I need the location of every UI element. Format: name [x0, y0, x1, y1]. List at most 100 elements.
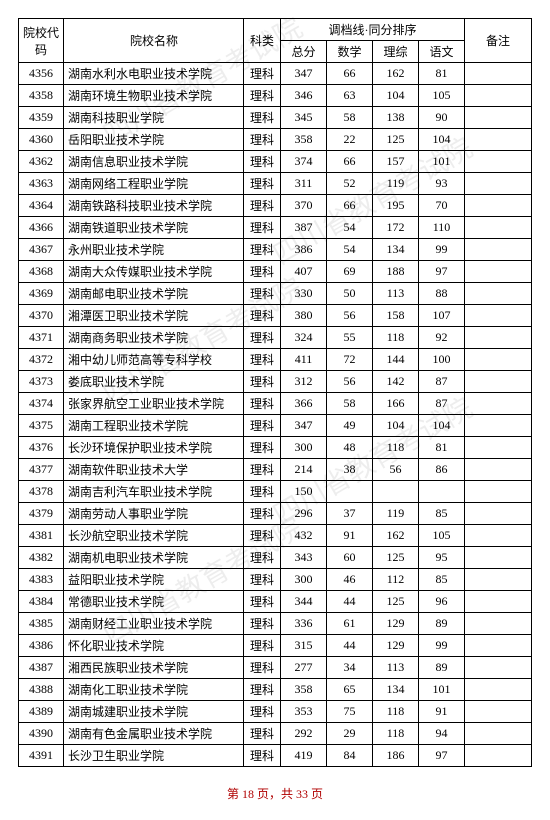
cell-math: 66	[327, 195, 373, 217]
cell-remark	[465, 261, 532, 283]
cell-chinese: 85	[419, 503, 465, 525]
table-row: 4383益阳职业技术学院理科3004611285	[19, 569, 532, 591]
cell-type: 理科	[244, 261, 281, 283]
cell-name: 永州职业技术学院	[64, 239, 244, 261]
cell-comp: 125	[373, 547, 419, 569]
cell-type: 理科	[244, 151, 281, 173]
cell-total: 346	[281, 85, 327, 107]
cell-type: 理科	[244, 657, 281, 679]
cell-type: 理科	[244, 547, 281, 569]
cell-chinese: 81	[419, 437, 465, 459]
cell-remark	[465, 437, 532, 459]
cell-name: 湖南商务职业技术学院	[64, 327, 244, 349]
cell-name: 湖南软件职业技术大学	[64, 459, 244, 481]
cell-comp: 129	[373, 613, 419, 635]
cell-math: 50	[327, 283, 373, 305]
cell-math: 48	[327, 437, 373, 459]
cell-name: 长沙卫生职业学院	[64, 745, 244, 767]
cell-code: 4374	[19, 393, 64, 415]
cell-total: 419	[281, 745, 327, 767]
cell-chinese	[419, 481, 465, 503]
cell-chinese: 87	[419, 371, 465, 393]
cell-chinese: 85	[419, 569, 465, 591]
cell-math: 54	[327, 239, 373, 261]
cell-total: 214	[281, 459, 327, 481]
cell-comp: 138	[373, 107, 419, 129]
cell-remark	[465, 415, 532, 437]
cell-remark	[465, 217, 532, 239]
cell-comp: 56	[373, 459, 419, 481]
cell-remark	[465, 327, 532, 349]
cell-total: 150	[281, 481, 327, 503]
cell-type: 理科	[244, 173, 281, 195]
table-row: 4363湖南网络工程职业学院理科3115211993	[19, 173, 532, 195]
cell-code: 4368	[19, 261, 64, 283]
cell-total: 380	[281, 305, 327, 327]
cell-total: 344	[281, 591, 327, 613]
cell-code: 4373	[19, 371, 64, 393]
table-row: 4389湖南城建职业技术学院理科3537511891	[19, 701, 532, 723]
cell-comp: 119	[373, 503, 419, 525]
cell-chinese: 101	[419, 151, 465, 173]
cell-total: 300	[281, 569, 327, 591]
cell-math: 46	[327, 569, 373, 591]
cell-remark	[465, 635, 532, 657]
cell-type: 理科	[244, 701, 281, 723]
cell-total: 343	[281, 547, 327, 569]
cell-type: 理科	[244, 85, 281, 107]
cell-math	[327, 481, 373, 503]
table-row: 4366湖南铁道职业技术学院理科38754172110	[19, 217, 532, 239]
cell-type: 理科	[244, 305, 281, 327]
cell-name: 常德职业技术学院	[64, 591, 244, 613]
cell-remark	[465, 371, 532, 393]
cell-type: 理科	[244, 371, 281, 393]
cell-remark	[465, 679, 532, 701]
cell-comp: 119	[373, 173, 419, 195]
cell-total: 353	[281, 701, 327, 723]
cell-total: 407	[281, 261, 327, 283]
cell-comp: 162	[373, 63, 419, 85]
th-total: 总分	[281, 41, 327, 63]
cell-math: 55	[327, 327, 373, 349]
cell-name: 湖南铁路科技职业技术学院	[64, 195, 244, 217]
cell-chinese: 101	[419, 679, 465, 701]
cell-code: 4385	[19, 613, 64, 635]
cell-remark	[465, 503, 532, 525]
cell-comp: 166	[373, 393, 419, 415]
cell-math: 29	[327, 723, 373, 745]
cell-math: 22	[327, 129, 373, 151]
cell-chinese: 92	[419, 327, 465, 349]
table-row: 4390湖南有色金属职业技术学院理科2922911894	[19, 723, 532, 745]
table-row: 4368湖南大众传媒职业技术学院理科4076918897	[19, 261, 532, 283]
cell-comp: 113	[373, 657, 419, 679]
cell-type: 理科	[244, 129, 281, 151]
cell-math: 61	[327, 613, 373, 635]
cell-name: 怀化职业技术学院	[64, 635, 244, 657]
cell-name: 长沙环境保护职业技术学院	[64, 437, 244, 459]
cell-code: 4381	[19, 525, 64, 547]
cell-code: 4384	[19, 591, 64, 613]
cell-name: 益阳职业技术学院	[64, 569, 244, 591]
cell-code: 4375	[19, 415, 64, 437]
cell-total: 374	[281, 151, 327, 173]
cell-remark	[465, 701, 532, 723]
cell-comp: 129	[373, 635, 419, 657]
cell-name: 湖南有色金属职业技术学院	[64, 723, 244, 745]
cell-math: 66	[327, 63, 373, 85]
cell-code: 4358	[19, 85, 64, 107]
cell-name: 长沙航空职业技术学院	[64, 525, 244, 547]
cell-comp: 142	[373, 371, 419, 393]
cell-remark	[465, 613, 532, 635]
table-row: 4371湖南商务职业技术学院理科3245511892	[19, 327, 532, 349]
cell-math: 66	[327, 151, 373, 173]
th-math: 数学	[327, 41, 373, 63]
table-row: 4379湖南劳动人事职业学院理科2963711985	[19, 503, 532, 525]
cell-remark	[465, 305, 532, 327]
table-row: 4358湖南环境生物职业技术学院理科34663104105	[19, 85, 532, 107]
table-row: 4384常德职业技术学院理科3444412596	[19, 591, 532, 613]
th-comp: 理综	[373, 41, 419, 63]
cell-name: 湖南铁道职业技术学院	[64, 217, 244, 239]
cell-code: 4382	[19, 547, 64, 569]
cell-type: 理科	[244, 723, 281, 745]
cell-total: 312	[281, 371, 327, 393]
